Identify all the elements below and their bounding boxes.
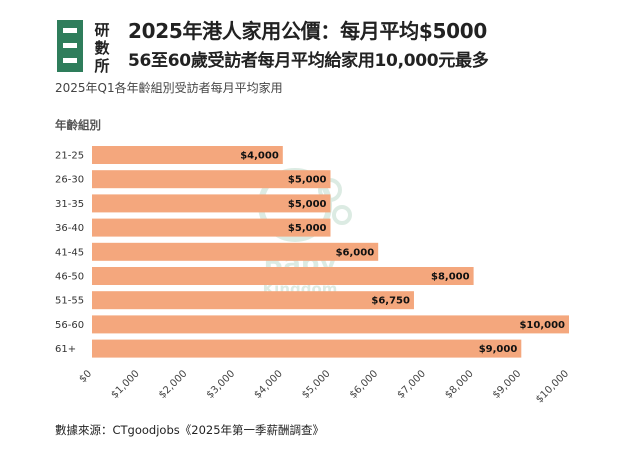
- value-label: $10,000: [519, 320, 565, 331]
- x-tick-label: $1,000: [109, 368, 142, 401]
- category-label: 26-30: [55, 175, 84, 186]
- logo-char-1: 研: [94, 21, 109, 39]
- chart-caption: 2025年Q1各年齡組別受訪者每月平均家用: [55, 81, 283, 95]
- y-axis-title: 年齡組別: [55, 118, 101, 132]
- bar-61+: [92, 339, 522, 358]
- x-tick-label: $0: [77, 368, 94, 385]
- value-label: $8,000: [431, 272, 470, 283]
- ctgoodjobs-research-logo: 研 數 所: [57, 20, 110, 75]
- chart-subtitle: 56至60歲受訪者每月平均給家用10,000元最多: [128, 51, 489, 71]
- category-label: 36-40: [55, 223, 84, 234]
- category-label: 31-35: [55, 199, 84, 210]
- category-label: 51-55: [55, 296, 84, 307]
- x-tick-label: $4,000: [252, 368, 285, 401]
- x-tick-label: $3,000: [205, 368, 238, 401]
- value-label: $5,000: [288, 175, 327, 186]
- category-label: 56-60: [55, 320, 84, 331]
- category-label: 41-45: [55, 247, 84, 258]
- chart-title: 2025年港人家用公價：每月平均$5000: [128, 19, 487, 43]
- value-label: $5,000: [288, 199, 327, 210]
- bar-36-40: [92, 218, 331, 237]
- bar-26-30: [92, 170, 331, 189]
- bar-41-45: [92, 242, 379, 261]
- x-tick-label: $9,000: [491, 368, 524, 401]
- x-tick-label: $5,000: [300, 368, 333, 401]
- logo-char-2: 數: [94, 39, 109, 57]
- value-label: $5,000: [288, 223, 327, 234]
- bar-51-55: [92, 291, 414, 310]
- bar-31-35: [92, 194, 331, 213]
- category-label: 61+: [55, 344, 76, 355]
- value-label: $4,000: [240, 151, 279, 162]
- value-label: $6,000: [336, 247, 375, 258]
- bar-21-25: [92, 146, 283, 164]
- x-tick-label: $7,000: [395, 368, 428, 401]
- x-tick-label: $8,000: [443, 368, 476, 401]
- category-label: 21-25: [55, 151, 84, 162]
- category-label: 46-50: [55, 272, 84, 283]
- x-tick-label: $6,000: [348, 368, 381, 401]
- bar-56-60: [92, 315, 569, 334]
- value-label: $9,000: [479, 344, 518, 355]
- x-tick-label: $10,000: [534, 368, 571, 405]
- value-label: $6,750: [371, 296, 410, 307]
- data-source: 數據來源：CTgoodjobs《2025年第一季薪酬調查》: [55, 423, 325, 437]
- bar-46-50: [92, 267, 474, 285]
- x-tick-label: $2,000: [157, 368, 190, 401]
- logo-char-3: 所: [94, 57, 109, 75]
